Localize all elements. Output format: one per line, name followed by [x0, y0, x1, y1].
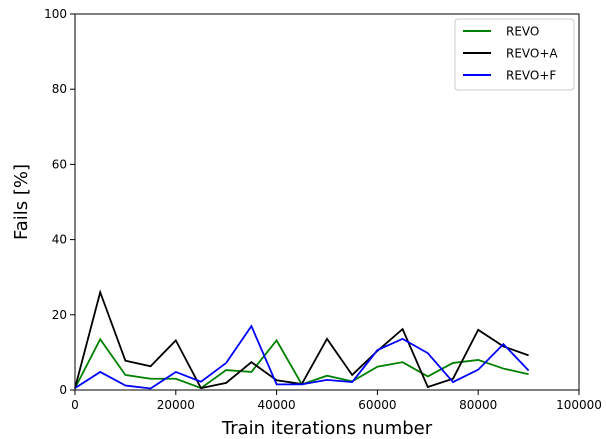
y-tick-label: 80: [52, 82, 67, 96]
y-tick-label: 20: [52, 308, 67, 322]
legend-label-revo: REVO: [506, 25, 539, 39]
x-tick-label: 60000: [358, 398, 396, 412]
series-layer: [74, 289, 530, 390]
legend: REVO REVO+A REVO+F: [454, 18, 575, 91]
x-tick-label: 40000: [258, 398, 296, 412]
x-tick-label: 100000: [556, 398, 602, 412]
legend-box: [454, 18, 575, 91]
plot-frame: [74, 13, 580, 391]
x-tick-label: 80000: [459, 398, 497, 412]
y-tick-label: 0: [59, 383, 67, 397]
y-axis: 0 20 40 60 80 100: [44, 7, 75, 397]
x-tick-label: 0: [71, 398, 79, 412]
legend-label-revo-a: REVO+A: [506, 47, 558, 61]
y-tick-label: 60: [52, 157, 67, 171]
y-tick-label: 100: [44, 7, 67, 21]
series-line-revo-f: [74, 324, 530, 390]
x-axis: 0 20000 40000 60000 80000 100000: [71, 390, 602, 412]
y-tick-label: 40: [52, 233, 67, 247]
legend-label-revo-f: REVO+F: [506, 69, 556, 83]
series-line-revo-a: [74, 289, 529, 390]
x-axis-title: Train iterations number: [221, 418, 433, 439]
x-tick-label: 20000: [157, 398, 195, 412]
y-axis-title: Fails [%]: [11, 164, 32, 240]
